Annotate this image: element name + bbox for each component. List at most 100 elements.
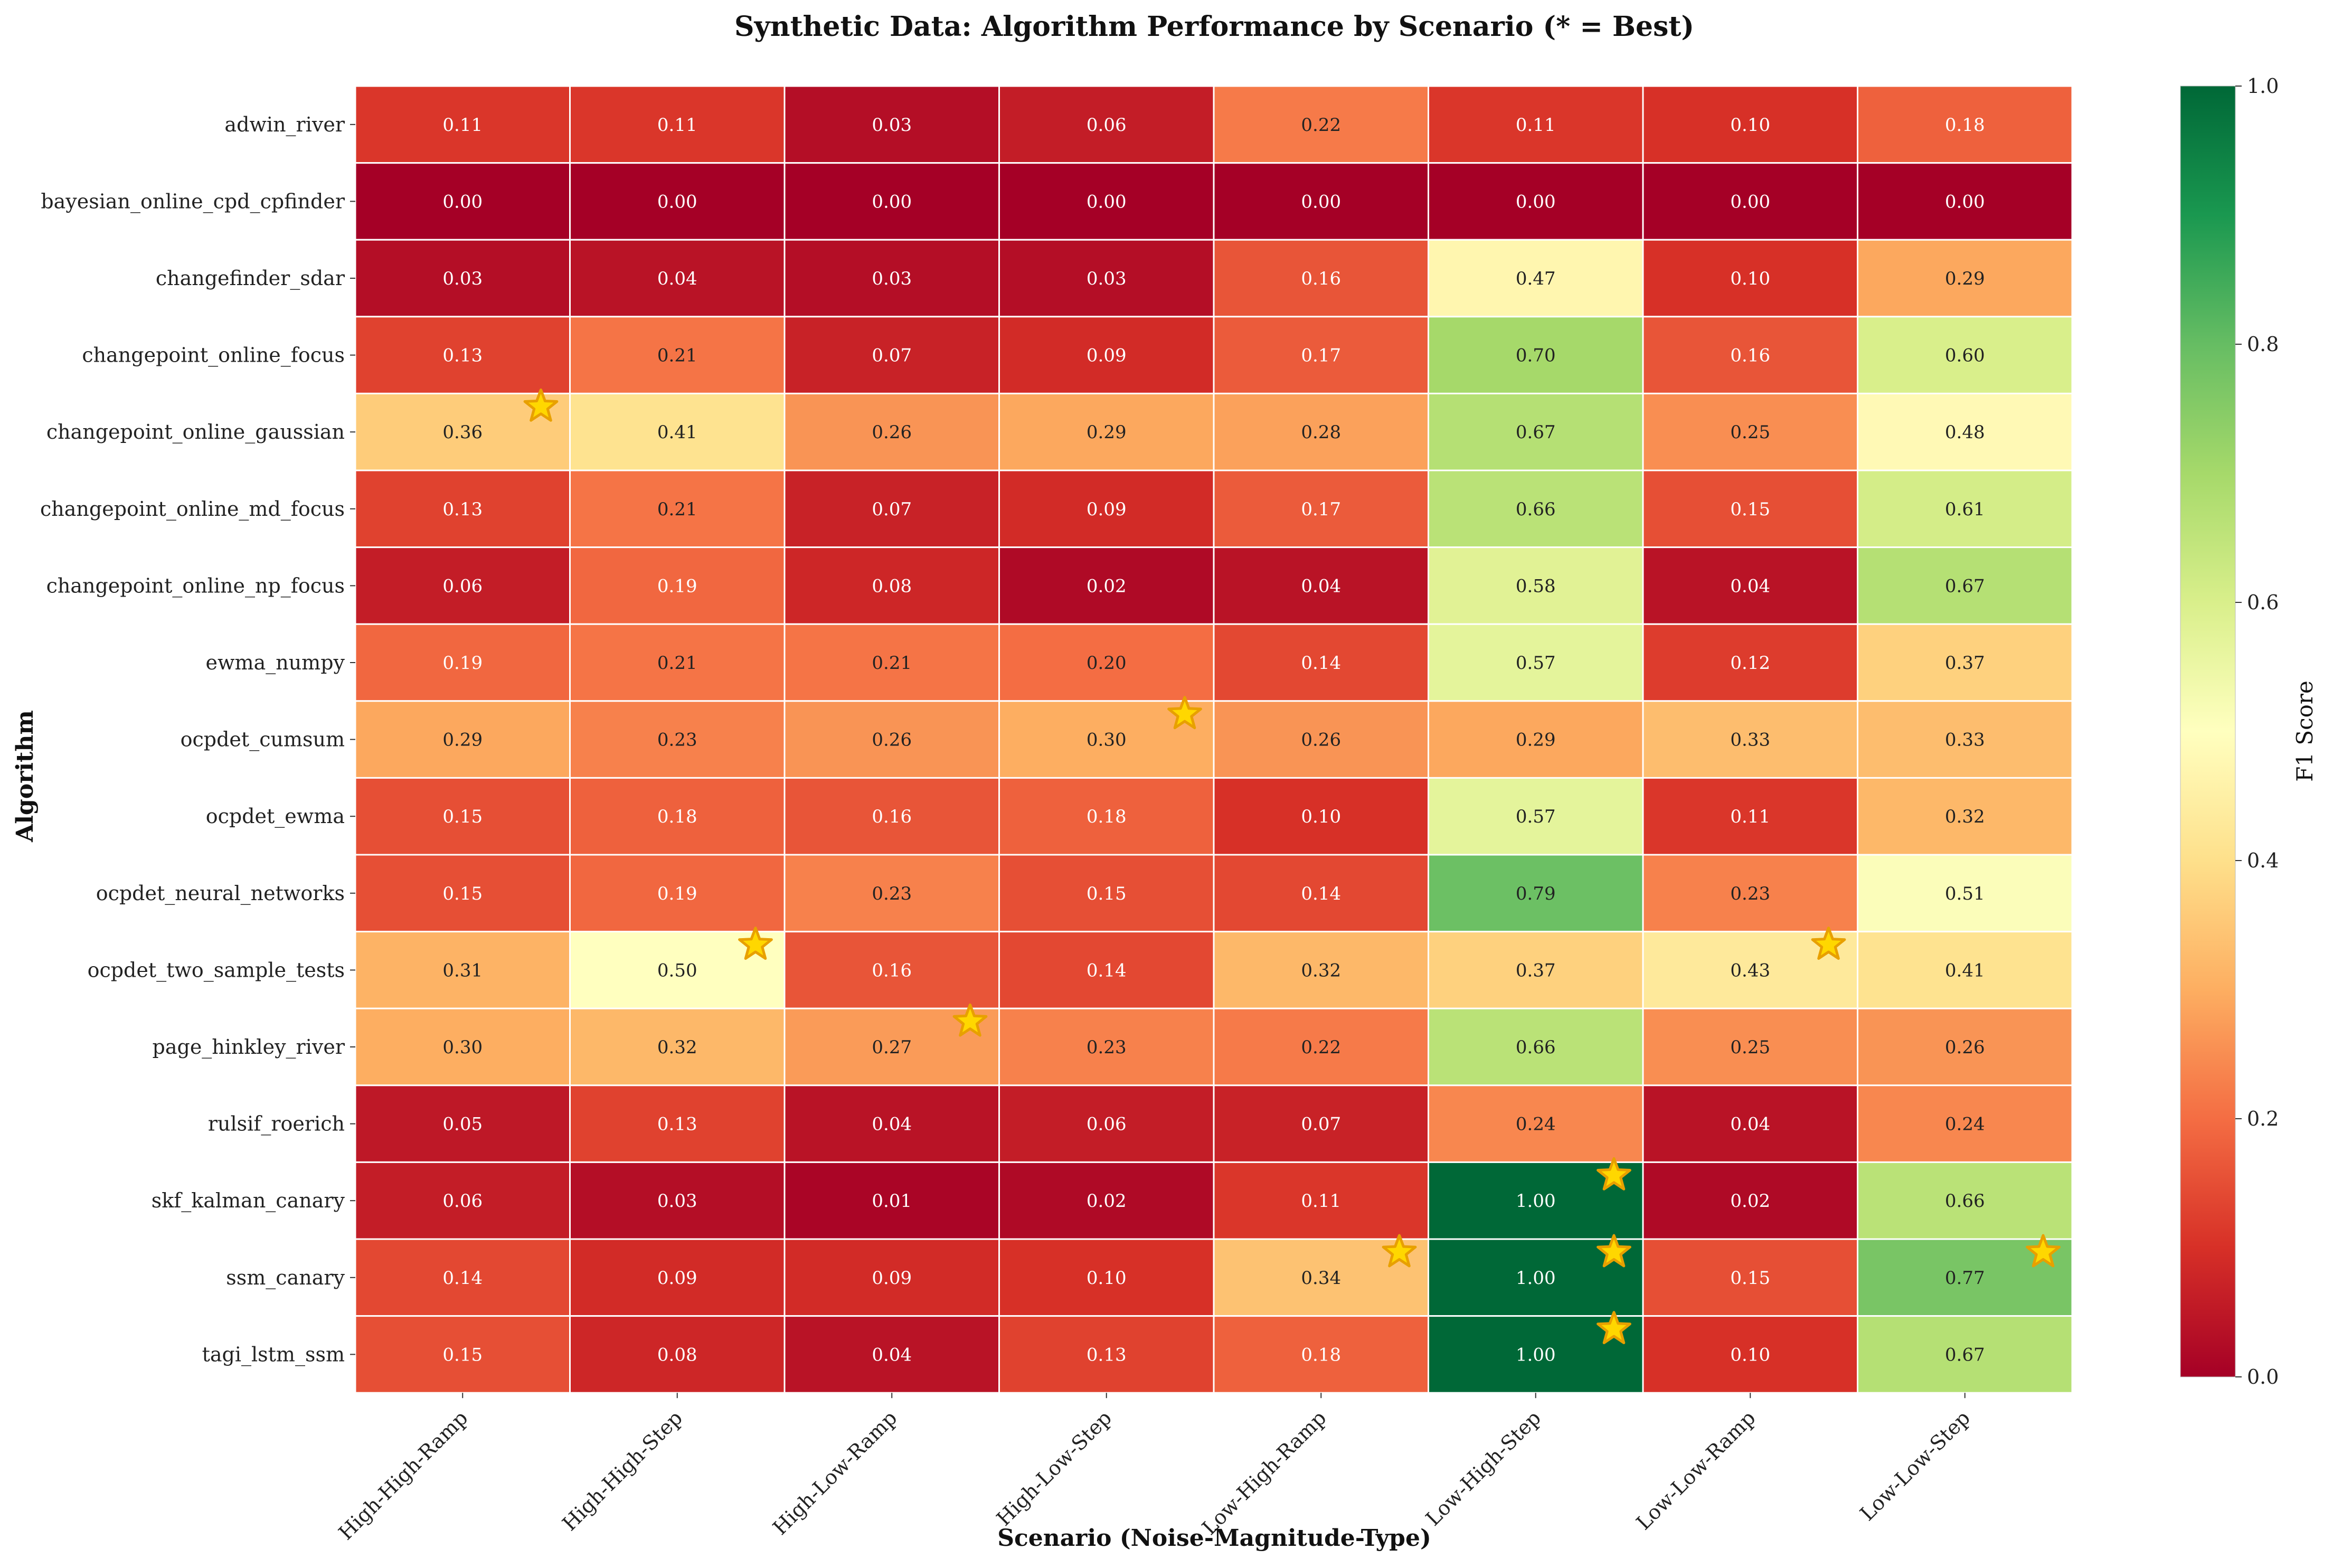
y-tick-label: changefinder_sdar <box>156 267 345 290</box>
cell-value-label: 0.14 <box>442 1268 483 1289</box>
colorbar <box>2180 86 2235 1377</box>
heatmap-cell <box>1857 623 2073 702</box>
cell-value-label: 0.00 <box>872 191 912 212</box>
cell-value-label: 0.30 <box>442 1037 483 1058</box>
y-tick-label: ssm_canary <box>226 1266 345 1290</box>
heatmap-cell <box>783 1084 1000 1163</box>
cell-value-label: 0.23 <box>872 883 912 904</box>
heatmap-cell <box>1642 239 1858 318</box>
cell-value-label: 0.26 <box>872 730 912 751</box>
cell-value-label: 0.43 <box>1730 960 1770 981</box>
cell-value-label: 0.02 <box>1087 575 1127 597</box>
y-tick-label: changepoint_online_np_focus <box>46 574 345 598</box>
cell-value-label: 0.10 <box>1301 806 1341 827</box>
cell-value-label: 0.32 <box>1301 960 1341 981</box>
cell-value-label: 0.24 <box>1945 1114 1985 1135</box>
cell-value-label: 0.17 <box>1301 345 1341 366</box>
heatmap-cell <box>783 316 1000 394</box>
cell-value-label: 0.29 <box>1087 422 1127 443</box>
heatmap-cell <box>998 162 1215 241</box>
y-tick-label: adwin_river <box>224 113 345 137</box>
cell-value-label: 0.13 <box>1087 1344 1127 1365</box>
cell-value-label: 0.24 <box>1516 1114 1556 1135</box>
heatmap-cell <box>998 1161 1215 1240</box>
cell-value-label: 0.14 <box>1301 653 1341 674</box>
heatmap-cell <box>354 1084 571 1163</box>
heatmap-cell <box>783 392 1000 471</box>
y-tick-label: changepoint_online_focus <box>82 344 345 367</box>
heatmap-cell <box>783 239 1000 318</box>
x-tick-labels: High-High-Ramp High-High-Step High-Low-Ram… <box>334 1393 1975 1544</box>
heatmap-cell <box>783 1238 1000 1317</box>
y-tick-label: ocpdet_neural_networks <box>96 882 345 905</box>
cell-value-label: 0.15 <box>442 1344 483 1365</box>
heatmap-cell <box>1857 162 2073 241</box>
colorbar-tick-label: 0.6 <box>2247 591 2279 614</box>
cell-value-label: 0.66 <box>1516 1037 1556 1058</box>
y-tick-label: ocpdet_two_sample_tests <box>88 958 345 982</box>
cell-value-label: 0.22 <box>1301 1037 1341 1058</box>
cell-value-label: 0.16 <box>872 960 912 981</box>
x-tick-label: High-High-Ramp <box>334 1406 473 1544</box>
cell-value-label: 1.00 <box>1516 1191 1556 1212</box>
colorbar-tick-label: 0.4 <box>2247 849 2279 872</box>
cell-value-label: 0.04 <box>1730 1114 1770 1135</box>
cell-value-label: 0.03 <box>872 115 912 136</box>
cell-value-label: 0.03 <box>872 268 912 289</box>
cell-value-label: 0.57 <box>1516 806 1556 827</box>
cell-value-label: 0.04 <box>657 268 697 289</box>
cell-value-label: 0.04 <box>872 1114 912 1135</box>
cell-value-label: 1.00 <box>1516 1344 1556 1365</box>
cell-value-label: 0.10 <box>1730 268 1770 289</box>
heatmap-cell <box>1213 546 1429 625</box>
cell-value-label: 0.57 <box>1516 653 1556 674</box>
cell-value-label: 0.26 <box>872 422 912 443</box>
heatmap-cell <box>569 777 786 856</box>
cell-value-label: 0.47 <box>1516 268 1556 289</box>
cell-value-label: 0.22 <box>1301 115 1341 136</box>
heatmap-cell <box>1857 777 2073 856</box>
heatmap-cell <box>998 1238 1215 1317</box>
cell-value-label: 0.23 <box>657 730 697 751</box>
heatmap-cell <box>998 1007 1215 1087</box>
heatmap-cell <box>1857 239 2073 318</box>
colorbar-tick-label: 1.0 <box>2247 74 2279 98</box>
cell-value-label: 0.03 <box>1087 268 1127 289</box>
cell-value-label: 0.04 <box>1301 575 1341 597</box>
cell-value-label: 0.18 <box>657 806 697 827</box>
heatmap-cell <box>783 1161 1000 1240</box>
cell-value-label: 0.21 <box>657 345 697 366</box>
heatmap-cell <box>783 700 1000 779</box>
cell-value-label: 0.18 <box>1945 115 1985 136</box>
heatmap-cell <box>569 85 786 164</box>
cell-value-label: 0.12 <box>1730 653 1770 674</box>
cell-value-label: 0.23 <box>1087 1037 1127 1058</box>
cell-value-label: 0.07 <box>872 499 912 520</box>
heatmap-cell <box>1642 469 1858 549</box>
heatmap-cell <box>569 854 786 933</box>
heatmap-cell <box>1428 85 1644 164</box>
heatmap-cell <box>569 469 786 549</box>
cell-value-label: 0.29 <box>1945 268 1985 289</box>
cell-value-label: 0.16 <box>1730 345 1770 366</box>
best-star-icon <box>523 388 559 422</box>
heatmap-cell <box>1213 777 1429 856</box>
cell-value-label: 0.37 <box>1945 653 1985 674</box>
cell-value-label: 0.07 <box>872 345 912 366</box>
heatmap-cell <box>354 1238 571 1317</box>
heatmap-cell <box>354 777 571 856</box>
cell-value-label: 0.05 <box>442 1114 483 1135</box>
cell-value-label: 0.25 <box>1730 1037 1770 1058</box>
heatmap-cell <box>783 85 1000 164</box>
heatmap-cell <box>1428 1084 1644 1163</box>
cell-value-label: 0.13 <box>442 345 483 366</box>
heatmap-cell <box>783 854 1000 933</box>
best-star-icon <box>738 927 773 960</box>
heatmap-cell <box>1428 162 1644 241</box>
colorbar-tick-label: 0.8 <box>2247 333 2279 356</box>
heatmap-cell <box>569 162 786 241</box>
cell-value-label: 0.09 <box>1087 345 1127 366</box>
heatmap-cell <box>1857 546 2073 625</box>
cell-value-label: 0.19 <box>442 653 483 674</box>
heatmap-cell <box>1428 546 1644 625</box>
